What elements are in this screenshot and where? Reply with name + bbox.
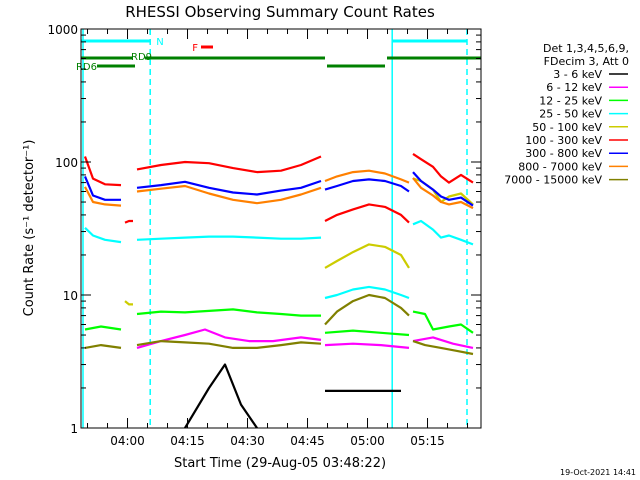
x-tick-label: 04:45 [290, 434, 325, 448]
render-timestamp: 19-Oct-2021 14:41 [560, 468, 636, 477]
legend-entry-label: 12 - 25 keV [539, 94, 602, 107]
series-line-3-segment-1 [84, 325, 122, 331]
series-line-5-segment-2 [324, 243, 410, 269]
x-tick-label: 04:15 [170, 434, 205, 448]
series-line-3-segment-2 [136, 308, 321, 317]
series-line-9-segment-4 [412, 340, 474, 356]
series-line-6-segment-1 [83, 156, 122, 187]
flag-label-n: N [156, 37, 163, 48]
series-line-4-segment-2 [136, 235, 322, 241]
y-axis-label: Count Rate (s⁻¹ detector⁻¹) [22, 140, 37, 317]
legend: Det 1,3,4,5,6,9,FDecim 3, Att 03 - 6 keV… [504, 42, 629, 187]
x-axis: 04:00 04:15 04:30 04:45 05:00 05:15 [87, 29, 469, 448]
plot-area: N F RD9 RD6 [76, 28, 482, 429]
series-line-8-segment-4 [412, 177, 474, 210]
series-line-2-segment-1 [136, 328, 322, 349]
legend-entry-label: 25 - 50 keV [539, 108, 602, 121]
series-line-1-segment-1 [184, 363, 258, 428]
legend-header-line: Det 1,3,4,5,6,9, [543, 42, 629, 55]
series-line-7-segment-1 [83, 175, 121, 201]
series-line-9-segment-1 [84, 344, 122, 349]
series-line-6-segment-5 [412, 152, 474, 184]
series-line-6-segment-2 [124, 219, 133, 224]
x-axis-label: Start Time (29-Aug-05 03:48:22) [174, 456, 386, 471]
series-line-7-segment-3 [324, 178, 410, 193]
x-tick-label: 05:00 [350, 434, 385, 448]
series-line-6-segment-3 [136, 155, 322, 174]
series-line-5-segment-1 [124, 300, 133, 306]
series-line-9-segment-3 [324, 293, 410, 326]
chart-title: RHESSI Observing Summary Count Rates [125, 3, 435, 21]
series-line-7-segment-2 [136, 179, 322, 196]
plot-frame [80, 28, 482, 429]
y-tick-label: 10 [63, 289, 78, 303]
legend-header-line: FDecim 3, Att 0 [544, 55, 629, 68]
y-tick-label: 100 [55, 156, 78, 170]
series-line-8-segment-2 [136, 184, 322, 205]
series-line-4-segment-1 [84, 227, 122, 244]
y-tick-label: 1000 [47, 23, 78, 37]
legend-entry-label: 50 - 100 keV [532, 121, 602, 134]
flag-label-rd9: RD9 [131, 52, 152, 63]
x-tick-label: 05:15 [410, 434, 445, 448]
series-line-6-segment-4 [324, 203, 410, 224]
flag-label-rd6: RD6 [76, 62, 97, 73]
legend-entry-label: 6 - 12 keV [546, 81, 602, 94]
series-line-8-segment-3 [324, 169, 410, 184]
legend-entry-label: 800 - 7000 keV [518, 160, 602, 173]
series-line-7-segment-4 [412, 171, 474, 207]
legend-entry-label: 300 - 800 keV [525, 147, 602, 160]
legend-entry-label: 3 - 6 keV [553, 68, 602, 81]
x-tick-label: 04:30 [230, 434, 265, 448]
series-line-4-segment-4 [412, 219, 474, 246]
series-line-2-segment-3 [412, 336, 474, 349]
y-axis: 1 10 100 1000 [47, 23, 481, 436]
series-line-3-segment-4 [412, 310, 474, 334]
flag-label-f: F [192, 43, 198, 54]
legend-entry-label: 100 - 300 keV [525, 134, 602, 147]
series-line-4-segment-3 [324, 285, 410, 300]
series-line-9-segment-2 [136, 340, 322, 349]
series-line-3-segment-3 [324, 329, 410, 337]
series-line-2-segment-2 [324, 342, 410, 349]
series-group [83, 152, 474, 428]
series-line-8-segment-1 [84, 186, 122, 207]
x-tick-label: 04:00 [110, 434, 145, 448]
y-tick-label: 1 [70, 422, 78, 436]
legend-entry-label: 7000 - 15000 keV [504, 174, 602, 187]
